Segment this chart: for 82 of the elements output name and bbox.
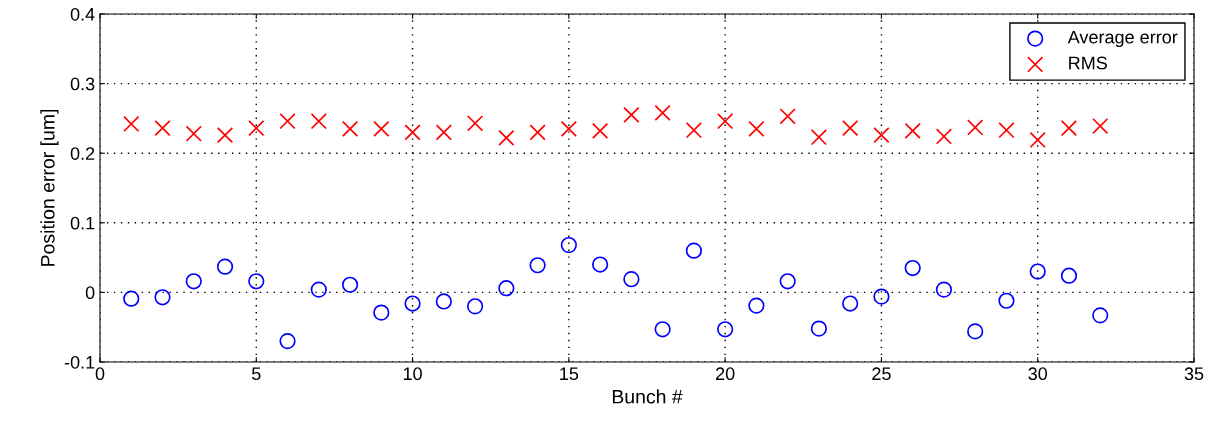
point [654, 321, 671, 338]
point [998, 292, 1015, 309]
point [748, 297, 765, 314]
point [529, 124, 546, 141]
point [1092, 307, 1109, 324]
point [623, 271, 640, 288]
y-tick-label: 0.2 [70, 147, 95, 160]
point [873, 126, 890, 144]
point [560, 120, 577, 137]
x-tick-label: 10 [403, 367, 422, 381]
point [310, 281, 327, 298]
point [654, 104, 671, 121]
point [967, 323, 984, 340]
point [279, 333, 296, 350]
point [623, 106, 640, 124]
point [435, 293, 452, 310]
y-tick-label: 0 [85, 286, 95, 300]
point [935, 128, 953, 145]
x-tick-label: 15 [560, 367, 579, 381]
point [404, 124, 421, 141]
point [904, 259, 921, 277]
point [341, 276, 359, 293]
point [685, 242, 703, 259]
point [498, 280, 515, 297]
y-tick-label: -0.1 [64, 355, 95, 369]
point [935, 281, 953, 298]
point [435, 124, 452, 141]
point [967, 119, 984, 136]
point [279, 113, 296, 130]
y-tick-label: 0.1 [70, 216, 95, 230]
y-tick-label: 0.3 [70, 77, 95, 91]
point [154, 120, 171, 137]
y-axis-title: Position error [um] [40, 109, 59, 266]
point [404, 295, 421, 312]
point [310, 113, 327, 130]
point [123, 115, 140, 133]
legend-label: RMS [1069, 56, 1107, 70]
point [373, 304, 390, 321]
point [904, 122, 921, 140]
point [1029, 263, 1046, 280]
x-tick-label: 25 [872, 367, 891, 381]
x-tick-label: 0 [95, 367, 105, 381]
point [529, 257, 546, 274]
point [748, 120, 765, 137]
point [154, 289, 171, 306]
point [1060, 120, 1078, 137]
point [185, 273, 202, 290]
point [1060, 267, 1078, 284]
point [591, 256, 609, 273]
point [1029, 131, 1046, 149]
point [248, 120, 265, 137]
point [216, 126, 234, 144]
point [873, 288, 890, 305]
point [1092, 117, 1109, 135]
point [248, 273, 265, 290]
y-tick-label: 0.4 [70, 7, 95, 21]
point [998, 122, 1015, 139]
point [498, 129, 515, 147]
point [685, 122, 703, 139]
point [842, 295, 859, 312]
point [842, 120, 859, 137]
point [216, 258, 234, 275]
point [466, 115, 484, 132]
point [717, 113, 734, 130]
x-tick-label: 5 [251, 367, 261, 381]
point [560, 236, 577, 254]
point [466, 298, 484, 315]
point [373, 120, 390, 137]
point [717, 321, 734, 338]
point [591, 122, 609, 140]
point [779, 108, 796, 125]
point [341, 120, 359, 137]
point [810, 320, 828, 337]
legend-label: Average error [1067, 30, 1178, 48]
point [810, 129, 828, 146]
point [185, 125, 202, 142]
point [779, 273, 796, 290]
x-axis-title: Bunch # [612, 389, 683, 404]
x-tick-label: 30 [1028, 367, 1048, 381]
point [123, 290, 140, 307]
x-tick-label: 35 [1184, 367, 1204, 381]
x-tick-label: 20 [716, 367, 735, 381]
